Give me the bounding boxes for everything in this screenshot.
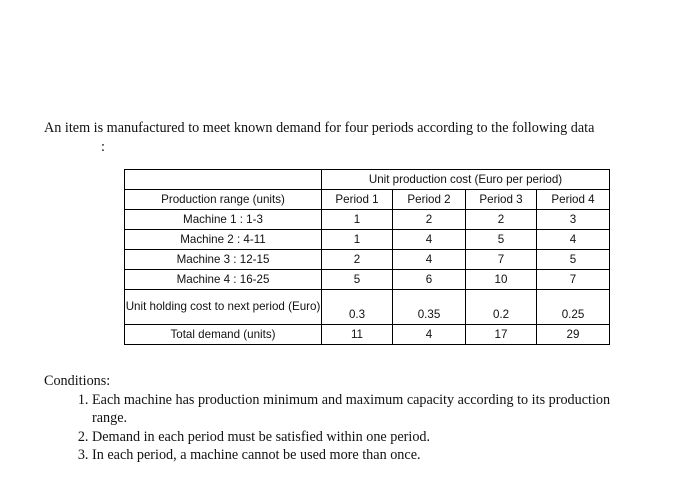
table-row: Machine 1 : 1-3 1 2 2 3 [124, 209, 610, 230]
demand-label: Total demand (units) [124, 324, 322, 345]
period-header-row: Production range (units) Period 1 Period… [124, 189, 610, 210]
intro-colon: : [101, 139, 105, 155]
cost-cell: 5 [465, 229, 537, 250]
cost-cell: 4 [392, 229, 466, 250]
cost-cell: 2 [465, 209, 537, 230]
table-row: Machine 4 : 16-25 5 6 10 7 [124, 269, 610, 290]
unit-cost-header: Unit production cost (Euro per period) [321, 169, 610, 190]
production-range-header: Production range (units) [124, 189, 322, 210]
cost-cell: 10 [465, 269, 537, 290]
holding-cost-cell: 0.2 [465, 289, 537, 325]
demand-cell: 11 [321, 324, 393, 345]
demand-row: Total demand (units) 11 4 17 29 [124, 324, 610, 345]
cost-cell: 4 [392, 249, 466, 270]
machine-label: Machine 3 : 12-15 [124, 249, 322, 270]
condition-item: Each machine has production minimum and … [92, 391, 644, 428]
condition-item: In each period, a machine cannot be used… [92, 446, 644, 465]
cost-cell: 6 [392, 269, 466, 290]
conditions-list: Each machine has production minimum and … [44, 391, 644, 465]
machine-label: Machine 1 : 1-3 [124, 209, 322, 230]
cost-cell: 2 [392, 209, 466, 230]
demand-cell: 29 [536, 324, 610, 345]
table-row: Machine 2 : 4-11 1 4 5 4 [124, 229, 610, 250]
condition-item: Demand in each period must be satisfied … [92, 428, 644, 447]
conditions-title: Conditions: [44, 373, 111, 389]
holding-cost-cell: 0.35 [392, 289, 466, 325]
production-data-table: Unit production cost (Euro per period) P… [124, 169, 610, 345]
machine-label: Machine 4 : 16-25 [124, 269, 322, 290]
period-header: Period 3 [465, 189, 537, 210]
cost-cell: 5 [321, 269, 393, 290]
period-header: Period 4 [536, 189, 610, 210]
table-header-row: Unit production cost (Euro per period) [124, 169, 610, 190]
cost-cell: 3 [536, 209, 610, 230]
cost-cell: 1 [321, 209, 393, 230]
machine-label: Machine 2 : 4-11 [124, 229, 322, 250]
period-header: Period 1 [321, 189, 393, 210]
holding-cost-row: Unit holding cost to next period (Euro) … [124, 289, 610, 325]
cost-cell: 2 [321, 249, 393, 270]
holding-cost-cell: 0.3 [321, 289, 393, 325]
demand-cell: 4 [392, 324, 466, 345]
cost-cell: 4 [536, 229, 610, 250]
empty-corner-cell [124, 169, 322, 190]
cost-cell: 7 [465, 249, 537, 270]
cost-cell: 1 [321, 229, 393, 250]
table-row: Machine 3 : 12-15 2 4 7 5 [124, 249, 610, 270]
period-header: Period 2 [392, 189, 466, 210]
conditions-section: Conditions: Each machine has production … [44, 372, 644, 465]
intro-text: An item is manufactured to meet known de… [44, 120, 595, 136]
cost-cell: 5 [536, 249, 610, 270]
cost-cell: 7 [536, 269, 610, 290]
holding-cost-cell: 0.25 [536, 289, 610, 325]
demand-cell: 17 [465, 324, 537, 345]
holding-cost-label: Unit holding cost to next period (Euro) [124, 289, 322, 325]
